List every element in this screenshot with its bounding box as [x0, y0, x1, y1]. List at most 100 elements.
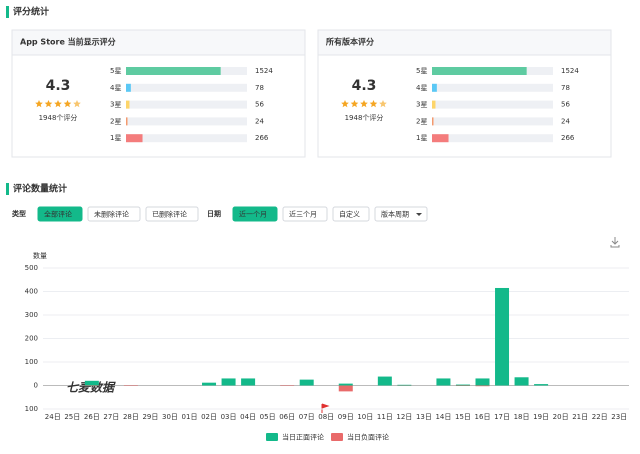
filter-button-label[interactable]: 已删除评论: [152, 210, 187, 219]
x-tick-label: 09日: [338, 413, 354, 421]
x-tick-label: 27日: [103, 413, 119, 421]
bar-track: [432, 100, 553, 109]
bar: [299, 379, 314, 386]
bar: [338, 385, 353, 392]
star-icon: [35, 100, 43, 108]
x-tick-label: 12日: [396, 413, 412, 421]
rating-bar: [432, 83, 437, 92]
x-tick-label: 16日: [475, 413, 491, 421]
legend-label: 当日负面评论: [347, 433, 389, 442]
x-tick-label: 07日: [299, 413, 315, 421]
watermark: 七麦数据: [66, 381, 116, 395]
x-tick-label: 29日: [142, 413, 158, 421]
bar: [475, 378, 490, 386]
star-label: 2星: [416, 117, 427, 125]
x-tick-label: 17日: [494, 413, 510, 421]
bar-track: [432, 83, 553, 92]
bar: [495, 287, 510, 386]
legend-swatch: [266, 433, 278, 441]
bar-track: [126, 100, 247, 109]
y-tick-label: 100: [25, 405, 38, 413]
filter-button-label[interactable]: 版本周期: [381, 210, 409, 219]
filter-button[interactable]: [145, 206, 199, 222]
rating-score: 4.3: [352, 78, 377, 94]
filter-button[interactable]: [282, 206, 328, 222]
star-label: 2星: [110, 117, 121, 125]
filter-button[interactable]: [87, 206, 141, 222]
filter-button-label[interactable]: 近一个月: [239, 210, 267, 219]
filter-button[interactable]: [374, 206, 428, 222]
bar-track: [432, 117, 553, 126]
panel-title: App Store 当前显示评分: [20, 37, 116, 47]
rating-bar: [126, 134, 143, 143]
bar: [338, 383, 353, 386]
star-label: 1星: [110, 134, 121, 142]
star-label: 1星: [416, 134, 427, 142]
star-icon: [63, 100, 72, 108]
x-tick-label: 25日: [64, 413, 80, 421]
bar-track: [432, 134, 553, 143]
panel-title: 所有版本评分: [325, 37, 374, 47]
bar: [475, 385, 490, 387]
x-tick-label: 03日: [221, 413, 237, 421]
x-tick-label: 10日: [357, 413, 373, 421]
x-tick-label: 08日: [318, 413, 334, 421]
x-tick-label: 26日: [84, 413, 100, 421]
rating-bar: [126, 67, 221, 75]
download-icon[interactable]: [610, 237, 620, 248]
filter-button[interactable]: [232, 206, 278, 222]
bar: [241, 378, 256, 386]
rating-count: 266: [561, 134, 575, 142]
bar: [377, 376, 392, 386]
bar: [221, 378, 236, 386]
star-label: 3星: [416, 101, 427, 109]
star-icon: [350, 100, 359, 108]
filter-button-label[interactable]: 全部评论: [44, 210, 72, 219]
dropdown-arrow[interactable]: [416, 213, 422, 216]
legend-swatch: [331, 433, 343, 441]
star-icon: [44, 100, 53, 108]
filter-button-label[interactable]: 自定义: [339, 210, 360, 219]
filter-button-label[interactable]: 近三个月: [289, 210, 317, 219]
rating-bar: [432, 100, 436, 109]
x-tick-label: 11日: [377, 413, 393, 421]
rating-count: 24: [561, 117, 570, 125]
x-tick-label: 02日: [201, 413, 217, 421]
x-tick-label: 05日: [260, 413, 276, 421]
x-tick-label: 30日: [162, 413, 178, 421]
rating-count: 24: [255, 117, 264, 125]
rating-bar: [126, 100, 130, 109]
filter-button[interactable]: [37, 206, 83, 222]
rating-count: 1524: [255, 67, 273, 75]
star-icon: [73, 100, 81, 108]
rating-bar: [432, 117, 434, 126]
x-tick-label: 06日: [279, 413, 295, 421]
legend-label: 当日正面评论: [282, 433, 324, 442]
bar-track: [126, 117, 247, 126]
rating-bar: [126, 117, 128, 126]
x-tick-label: 24日: [45, 413, 61, 421]
rating-count: 266: [255, 134, 269, 142]
x-tick-label: 23日: [611, 413, 627, 421]
star-label: 4星: [416, 84, 427, 92]
download-glyph[interactable]: [610, 237, 620, 248]
star-icon: [341, 100, 349, 108]
star-label: 3星: [110, 101, 121, 109]
star-label: 5星: [110, 67, 121, 75]
rating-bar: [432, 134, 449, 143]
x-tick-label: 01日: [182, 413, 198, 421]
panel-header-bg: [318, 30, 611, 55]
y-tick-label: 400: [25, 288, 38, 296]
rating-count: 56: [255, 101, 264, 109]
rating-total: 1948个评分: [39, 113, 78, 122]
section-title: 评分统计: [13, 6, 49, 18]
bar: [202, 382, 217, 386]
x-tick-label: 15日: [455, 413, 471, 421]
filter-button[interactable]: [332, 206, 370, 222]
bar-track: [126, 83, 247, 92]
star-label: 4星: [110, 84, 121, 92]
filter-label: 日期: [207, 209, 221, 218]
filter-button-label[interactable]: 未删除评论: [94, 210, 129, 219]
bar: [534, 384, 549, 386]
rating-count: 1524: [561, 67, 579, 75]
